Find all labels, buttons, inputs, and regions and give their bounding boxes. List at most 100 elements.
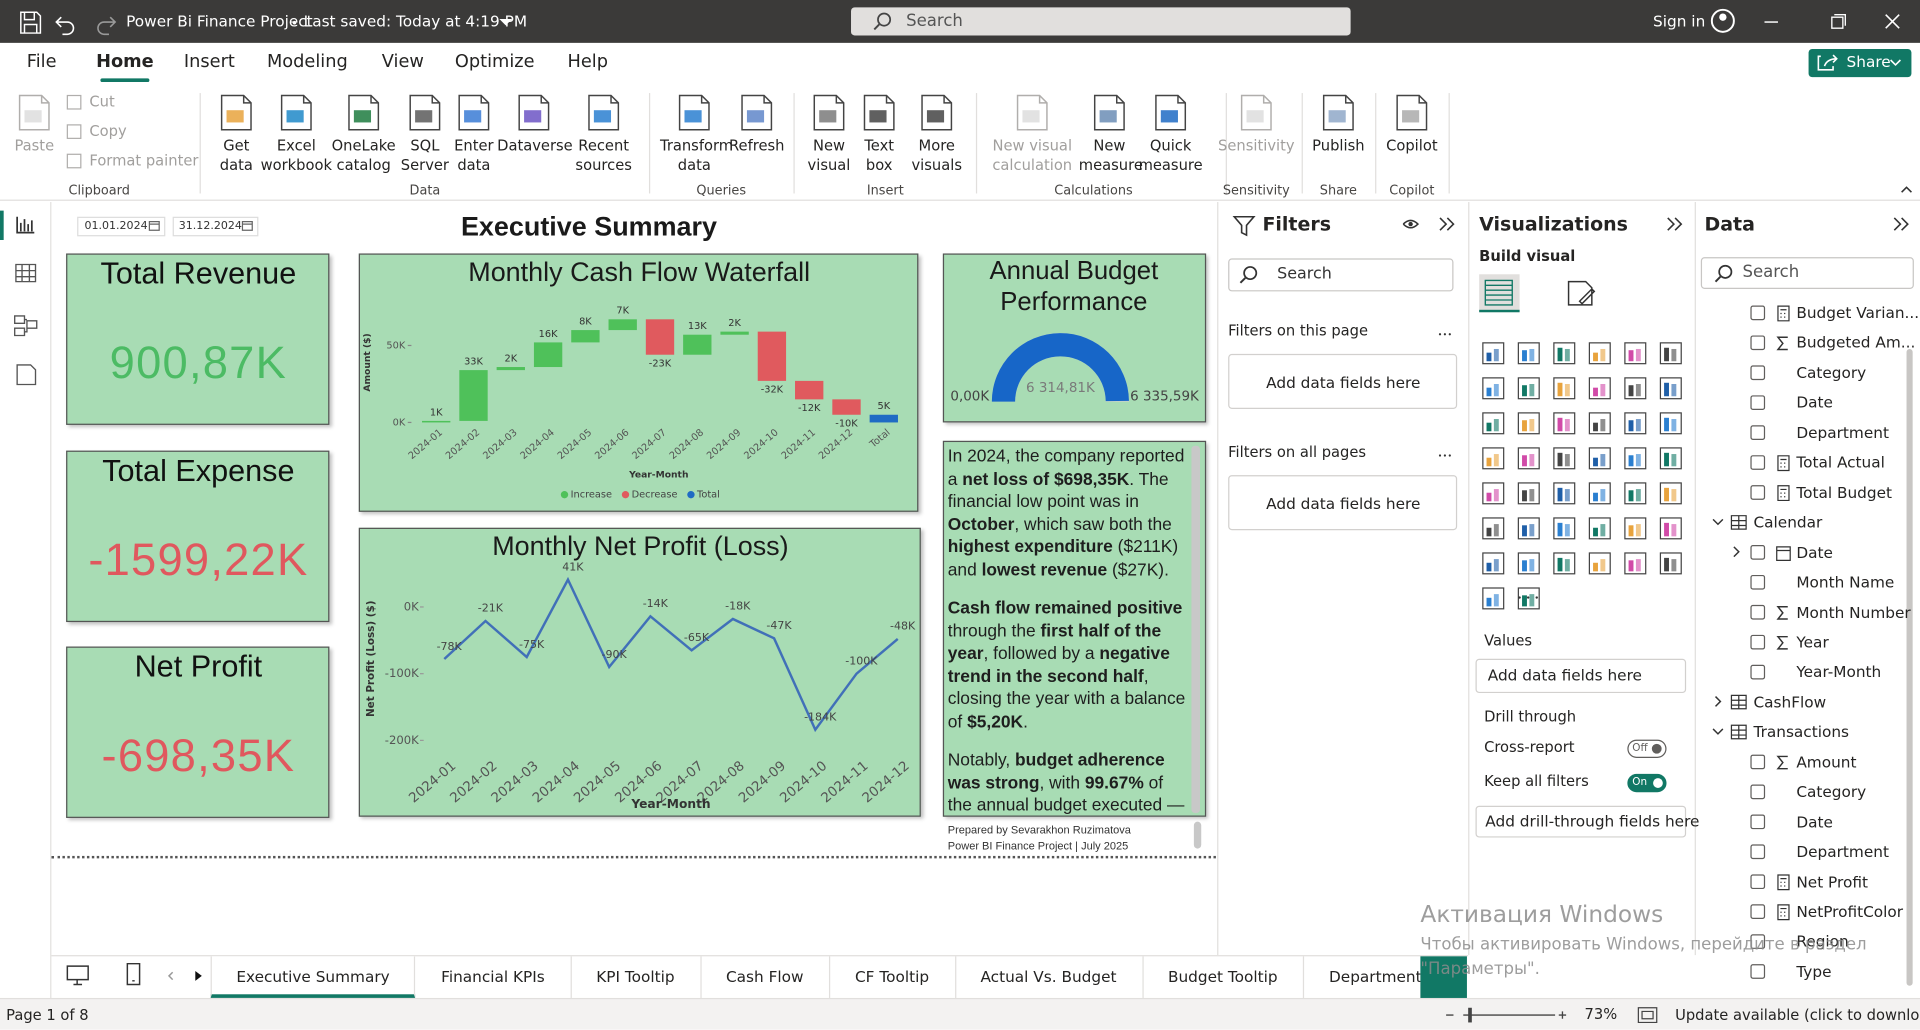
- data-field[interactable]: Department: [1796, 842, 1889, 861]
- ribbon-button[interactable]: Quick measure: [1138, 137, 1203, 174]
- visual-type-icon[interactable]: [1517, 342, 1540, 365]
- page-tab[interactable]: KPI Tooltip: [596, 967, 675, 986]
- date-slicer[interactable]: [172, 216, 259, 237]
- visual-type-icon[interactable]: [1624, 552, 1647, 575]
- visual-type-icon[interactable]: [1482, 377, 1505, 400]
- ribbon-small-button[interactable]: Cut: [89, 93, 115, 111]
- data-field[interactable]: Date: [1796, 393, 1833, 412]
- data-field[interactable]: Date: [1796, 542, 1833, 562]
- data-table[interactable]: Calendar: [1753, 513, 1823, 532]
- visual-type-icon[interactable]: [1517, 377, 1540, 400]
- filter-drop-zone[interactable]: [1228, 353, 1458, 409]
- data-field[interactable]: NetProfitColor: [1796, 902, 1904, 921]
- menu-tab[interactable]: Help: [567, 52, 608, 72]
- data-field[interactable]: Month Number: [1796, 602, 1911, 622]
- menu-tab[interactable]: Optimize: [454, 52, 535, 72]
- visual-type-icon[interactable]: [1588, 412, 1611, 435]
- update-notice[interactable]: Update available (click to download): [1675, 1006, 1920, 1024]
- ribbon-button[interactable]: New visual calculation: [992, 137, 1073, 174]
- ribbon-button[interactable]: Transform data: [660, 137, 734, 174]
- field-well[interactable]: [1475, 658, 1687, 694]
- page-tab[interactable]: Department and Region Brea: [1329, 968, 1421, 986]
- visual-type-icon[interactable]: [1659, 412, 1682, 435]
- search-box[interactable]: [851, 7, 1351, 36]
- data-field[interactable]: Department: [1796, 423, 1889, 442]
- visual-type-icon[interactable]: [1659, 517, 1682, 540]
- data-field[interactable]: Total Actual: [1796, 453, 1885, 472]
- filter-search[interactable]: [1228, 258, 1454, 292]
- visual-type-icon[interactable]: [1659, 342, 1682, 365]
- sign-in[interactable]: Sign in: [1653, 12, 1706, 31]
- ribbon-button[interactable]: New visual: [807, 137, 851, 174]
- ribbon-button[interactable]: New measure: [1078, 137, 1143, 174]
- ribbon-button[interactable]: OneLake catalog: [331, 137, 396, 174]
- data-field[interactable]: Category: [1796, 782, 1867, 801]
- visual-type-icon[interactable]: [1553, 517, 1576, 540]
- data-field[interactable]: Budget Varian...: [1796, 303, 1920, 322]
- data-field[interactable]: Region: [1796, 932, 1849, 951]
- data-field[interactable]: Type: [1796, 962, 1832, 981]
- visual-type-icon[interactable]: [1517, 412, 1540, 435]
- ribbon-small-button[interactable]: Copy: [89, 122, 127, 140]
- visual-type-icon[interactable]: [1624, 377, 1647, 400]
- data-field[interactable]: Year-Month: [1796, 662, 1882, 682]
- visual-type-icon[interactable]: [1482, 447, 1505, 470]
- filter-drop-zone[interactable]: [1228, 475, 1458, 531]
- visual-type-icon[interactable]: [1624, 447, 1647, 470]
- visual-type-icon[interactable]: [1553, 412, 1576, 435]
- visual-type-icon[interactable]: [1588, 342, 1611, 365]
- ribbon-button[interactable]: Publish: [1312, 137, 1365, 155]
- ribbon-button[interactable]: Paste: [14, 137, 55, 155]
- data-field[interactable]: Date: [1796, 812, 1833, 831]
- visual-type-icon[interactable]: [1553, 482, 1576, 505]
- page-tab[interactable]: Cash Flow: [725, 967, 804, 986]
- data-field[interactable]: Budgeted Am...: [1796, 333, 1916, 352]
- visual-type-icon[interactable]: [1588, 482, 1611, 505]
- menu-tab[interactable]: Home: [96, 52, 154, 72]
- visual-type-icon[interactable]: [1553, 342, 1576, 365]
- ribbon-button[interactable]: Enter data: [454, 137, 494, 174]
- page-tab[interactable]: Budget Tooltip: [1167, 967, 1278, 986]
- data-field[interactable]: Total Budget: [1796, 483, 1892, 502]
- ribbon-button[interactable]: Recent sources: [575, 137, 632, 174]
- page-tab[interactable]: CF Tooltip: [854, 967, 930, 986]
- visual-type-icon[interactable]: [1482, 552, 1505, 575]
- data-table[interactable]: CashFlow: [1753, 692, 1827, 712]
- ribbon-button[interactable]: Copilot: [1386, 137, 1438, 155]
- date-slicer[interactable]: [77, 216, 166, 237]
- visual-type-icon[interactable]: [1624, 517, 1647, 540]
- visual-type-icon[interactable]: [1517, 482, 1540, 505]
- page-tab[interactable]: Executive Summary: [236, 967, 390, 986]
- visual-type-icon[interactable]: [1553, 377, 1576, 400]
- page-tab[interactable]: Financial KPIs: [441, 967, 545, 986]
- visual-type-icon[interactable]: [1553, 447, 1576, 470]
- ribbon-button[interactable]: Excel workbook: [260, 137, 333, 174]
- visual-type-icon[interactable]: [1482, 517, 1505, 540]
- field-well[interactable]: [1475, 805, 1687, 838]
- menu-tab[interactable]: File: [26, 52, 57, 72]
- ribbon-button[interactable]: Dataverse: [497, 137, 573, 155]
- menu-tab[interactable]: Modeling: [266, 52, 348, 72]
- visual-type-icon[interactable]: [1482, 482, 1505, 505]
- visual-type-icon[interactable]: [1517, 517, 1540, 540]
- visual-type-icon[interactable]: [1482, 587, 1505, 610]
- ribbon-button[interactable]: More visuals: [911, 137, 962, 174]
- data-field[interactable]: Year: [1796, 632, 1829, 652]
- visual-type-icon[interactable]: [1517, 447, 1540, 470]
- ribbon-button[interactable]: Sensitivity: [1218, 137, 1295, 155]
- visual-type-icon[interactable]: [1624, 412, 1647, 435]
- page-tab[interactable]: Actual Vs. Budget: [980, 967, 1117, 986]
- visual-type-icon[interactable]: [1588, 377, 1611, 400]
- add-page[interactable]: [1420, 956, 1467, 998]
- ribbon-button[interactable]: Text box: [864, 137, 895, 174]
- data-field[interactable]: Month Name: [1796, 572, 1895, 592]
- visual-type-icon[interactable]: [1588, 517, 1611, 540]
- menu-tab[interactable]: Insert: [183, 52, 235, 72]
- visual-type-icon[interactable]: [1517, 552, 1540, 575]
- data-table[interactable]: Transactions: [1753, 722, 1850, 741]
- visual-type-icon[interactable]: [1517, 587, 1540, 610]
- share-label[interactable]: Share: [1846, 52, 1891, 71]
- visual-type-icon[interactable]: [1624, 482, 1647, 505]
- data-field[interactable]: Net Profit: [1796, 872, 1868, 891]
- data-field[interactable]: Amount: [1796, 752, 1857, 771]
